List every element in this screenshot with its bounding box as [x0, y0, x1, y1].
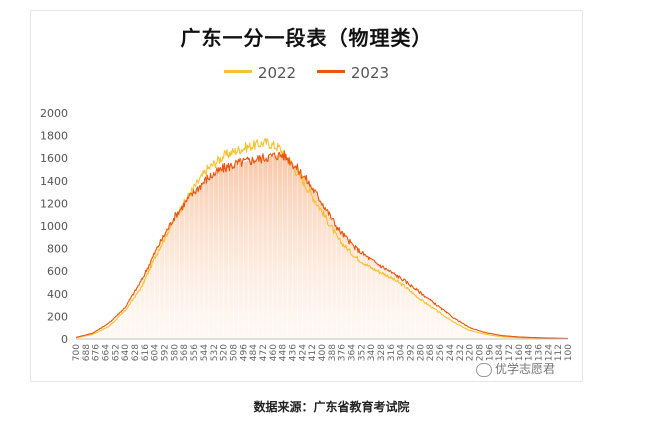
x-tick-label: 124: [544, 344, 554, 361]
x-tick-label: 628: [131, 344, 141, 361]
series-line-2023: [75, 150, 568, 339]
x-tick-label: 376: [338, 344, 348, 361]
x-tick-label: 484: [249, 344, 259, 361]
x-tick-label: 580: [170, 344, 180, 361]
x-tick-label: 532: [210, 344, 220, 361]
x-tick-label: 304: [397, 344, 407, 361]
y-tick-label: 1200: [40, 197, 68, 210]
x-tick-label: 652: [111, 344, 121, 361]
y-tick-label: 2000: [40, 107, 68, 120]
y-tick-label: 1600: [40, 152, 68, 165]
x-tick-label: 448: [279, 344, 289, 361]
chart-legend: 2022 2023: [30, 64, 583, 82]
legend-label-2022: 2022: [257, 64, 297, 82]
chart-title: 广东一分一段表（物理类）: [180, 26, 433, 50]
watermark-text: 优学志愿君: [495, 362, 556, 376]
x-tick-label: 688: [82, 344, 92, 361]
wechat-icon: [476, 362, 492, 377]
x-tick-label: 676: [92, 344, 102, 361]
x-tick-label: 640: [121, 344, 131, 361]
x-tick-label: 472: [259, 344, 269, 361]
x-tick-label: 244: [446, 344, 456, 361]
x-tick-label: 352: [357, 344, 367, 361]
y-tick-label: 600: [47, 265, 68, 278]
x-tick-label: 208: [475, 344, 485, 361]
x-tick-label: 196: [485, 344, 495, 361]
x-tick-label: 112: [554, 344, 564, 361]
x-tick-label: 160: [515, 344, 525, 361]
x-tick-label: 616: [141, 344, 151, 361]
x-tick-label: 604: [151, 344, 161, 361]
x-tick-label: 232: [456, 344, 466, 361]
x-tick-label: 100: [564, 344, 574, 361]
x-tick-label: 268: [426, 344, 436, 361]
x-tick-label: 592: [161, 344, 171, 361]
y-tick-label: 0: [61, 333, 68, 346]
y-tick-label: 1400: [40, 175, 68, 188]
y-tick-label: 1800: [40, 130, 68, 143]
x-tick-label: 424: [298, 344, 308, 361]
x-tick-label: 172: [505, 344, 515, 361]
x-tick-label: 136: [535, 344, 545, 361]
y-tick-label: 400: [47, 288, 68, 301]
x-tick-label: 280: [416, 344, 426, 361]
x-tick-label: 496: [239, 344, 249, 361]
legend-swatch-2023: [316, 70, 345, 73]
legend-swatch-2022: [223, 70, 252, 73]
x-tick-label: 412: [308, 344, 318, 361]
legend-label-2023: 2023: [350, 64, 390, 82]
x-tick-label: 556: [190, 344, 200, 361]
y-tick-label: 200: [47, 310, 68, 323]
x-tick-label: 316: [387, 344, 397, 361]
source-note: 数据来源：广东省教育考试院: [253, 400, 410, 414]
x-tick-label: 664: [102, 344, 112, 361]
watermark: 优学志愿君: [476, 360, 555, 377]
x-tick-label: 544: [200, 344, 210, 361]
x-tick-label: 340: [367, 344, 377, 361]
x-tick-label: 292: [407, 344, 417, 361]
x-tick-label: 364: [348, 344, 358, 361]
y-tick-label: 1000: [40, 220, 68, 233]
x-tick-label: 388: [328, 344, 338, 361]
x-tick-label: 328: [377, 344, 387, 361]
x-tick-label: 148: [525, 344, 535, 361]
x-tick-label: 508: [229, 344, 239, 361]
x-tick-label: 400: [318, 344, 328, 361]
x-tick-label: 700: [72, 344, 82, 361]
y-tick-label: 800: [47, 243, 68, 256]
x-tick-label: 520: [220, 344, 230, 361]
legend-item-2022: 2022: [223, 64, 297, 82]
x-tick-label: 220: [466, 344, 476, 361]
x-tick-label: 436: [289, 344, 299, 361]
x-tick-label: 460: [269, 344, 279, 361]
x-tick-label: 568: [180, 344, 190, 361]
legend-item-2023: 2023: [316, 64, 390, 82]
x-tick-label: 184: [495, 344, 505, 361]
series-line-2022: [75, 137, 568, 340]
x-tick-label: 256: [436, 344, 446, 361]
